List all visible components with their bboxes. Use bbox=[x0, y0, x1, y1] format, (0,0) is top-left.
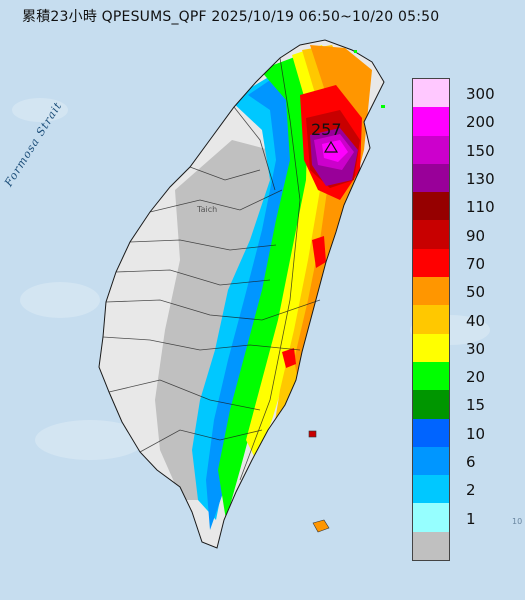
peak-value-label: 257 bbox=[311, 120, 342, 139]
legend-swatch bbox=[413, 220, 449, 249]
legend-label: 15 bbox=[466, 396, 486, 415]
keelung-islet bbox=[354, 50, 357, 53]
legend-label: 6 bbox=[466, 453, 476, 472]
orchid-island bbox=[312, 519, 330, 533]
boundary-lines bbox=[102, 57, 321, 481]
legend-label: 110 bbox=[466, 198, 495, 217]
rain-spot-south-east bbox=[282, 348, 296, 368]
sea-texture bbox=[12, 98, 490, 460]
legend-swatch bbox=[413, 390, 449, 419]
legend-swatch bbox=[413, 475, 449, 504]
rain-spot-east-coast bbox=[312, 236, 326, 268]
rain-band-green bbox=[218, 55, 322, 520]
green-island bbox=[308, 430, 317, 438]
legend-swatch bbox=[413, 446, 449, 476]
legend-swatch bbox=[413, 333, 449, 362]
rain-band-lightgray bbox=[155, 140, 282, 500]
legend-label: 1 bbox=[466, 509, 476, 528]
legend-swatch bbox=[413, 248, 449, 278]
map-title: 累積23小時 QPESUMS_QPF 2025/10/19 06:50~10/2… bbox=[22, 9, 440, 25]
legend-swatch bbox=[413, 531, 449, 561]
legend-label: 130 bbox=[466, 170, 495, 189]
legend-swatch bbox=[413, 277, 449, 306]
legend-label: 2 bbox=[466, 481, 476, 500]
legend-label: 70 bbox=[466, 254, 486, 273]
legend-label: 300 bbox=[466, 85, 495, 104]
island-outline bbox=[98, 39, 385, 549]
legend-label: 50 bbox=[466, 283, 486, 302]
legend-label: 90 bbox=[466, 226, 486, 245]
legend-label: 30 bbox=[466, 339, 486, 358]
legend-swatch bbox=[413, 79, 449, 108]
legend-label: 200 bbox=[466, 113, 495, 132]
legend-swatch bbox=[413, 107, 449, 136]
legend-swatch bbox=[413, 163, 449, 193]
guishan-island bbox=[381, 105, 385, 108]
legend-label: 40 bbox=[466, 311, 486, 330]
legend-swatch bbox=[413, 305, 449, 334]
city-label-taichung: Taich bbox=[197, 205, 218, 214]
legend-label: 20 bbox=[466, 368, 486, 387]
legend-swatch bbox=[413, 503, 449, 532]
legend-swatch bbox=[413, 361, 449, 391]
edge-mark-label: 10 bbox=[512, 517, 523, 526]
peak-triangle-icon bbox=[323, 140, 339, 153]
legend-label: 10 bbox=[466, 424, 486, 443]
legend-swatch bbox=[413, 418, 449, 447]
legend-label: 150 bbox=[466, 141, 495, 160]
legend-swatch bbox=[413, 192, 449, 221]
legend-swatch bbox=[413, 135, 449, 164]
legend-colorbar bbox=[412, 78, 450, 562]
